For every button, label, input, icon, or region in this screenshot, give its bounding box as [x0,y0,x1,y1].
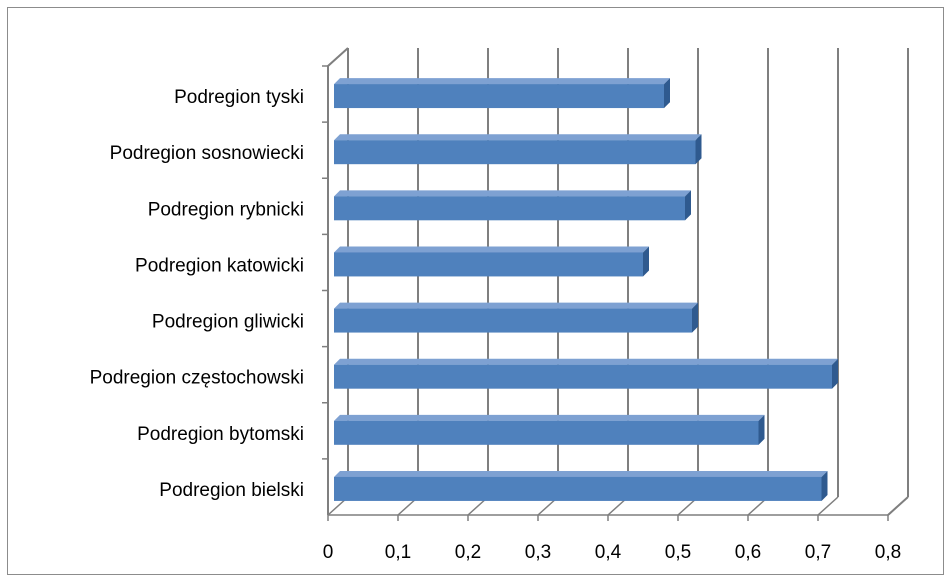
grid-line-floor [887,496,909,516]
x-tick-labels: 0 0,1 0,2 0,3 0,4 0,5 0,6 0,7 0,8 [323,542,902,563]
x-tick-label: 0,1 [385,542,411,563]
bar-top-face [334,190,691,197]
grid-line-floor [817,496,839,516]
bar-front-face [334,476,822,501]
bar-front-face [334,84,664,109]
bar [334,190,691,221]
bar-top-face [334,78,670,85]
bar-side-face [643,246,649,277]
bar [334,134,702,165]
x-tick-label: 0,7 [805,542,831,563]
bar-top-face [334,470,828,477]
bar [334,358,838,389]
x-tick-label: 0,6 [735,542,761,563]
x-tick-label: 0,8 [875,542,901,563]
bar-front-face [334,196,685,221]
bar-top-face [334,358,838,365]
left-wall-edge [327,47,349,515]
bar-front-face [334,252,643,277]
bar [334,414,765,445]
category-label: Podregion bytomski [137,424,304,445]
bar-side-face [685,190,691,221]
x-tick-label: 0 [323,542,334,563]
bar-side-face [821,470,828,501]
category-label: Podregion gliwicki [152,312,304,333]
bar-front-face [334,364,832,389]
bar-side-face [758,414,765,445]
bars [334,78,838,501]
bar-front-face [334,420,759,445]
x-tick-label: 0,3 [525,542,551,563]
bar-side-face [832,358,838,389]
category-label: Podregion sosnowiecki [110,143,304,164]
grid-lines [327,48,909,521]
x-tick-label: 0,5 [665,542,691,563]
bar-front-face [334,308,692,333]
bar [334,246,649,277]
category-label: Podregion katowicki [135,255,304,276]
bar-side-face [695,134,702,165]
bar [334,470,828,501]
category-label: Podregion bielski [159,480,304,501]
bar-top-face [334,302,698,309]
bar-top-face [334,414,765,421]
bar-front-face [334,140,696,165]
x-tick-label: 0,2 [455,542,481,563]
bar [334,78,670,109]
bar-top-face [334,134,702,141]
bar [334,302,698,333]
category-label: Podregion tyski [174,87,304,108]
bar-side-face [664,78,670,109]
category-labels: Podregion tyski Podregion sosnowiecki Podr… [90,87,304,501]
chart-walls [322,47,909,516]
category-label: Podregion rybnicki [148,199,304,220]
bar-top-face [334,246,649,253]
bar-side-face [692,302,698,333]
category-label: Podregion częstochowski [90,368,304,389]
x-tick-label: 0,4 [595,542,622,563]
